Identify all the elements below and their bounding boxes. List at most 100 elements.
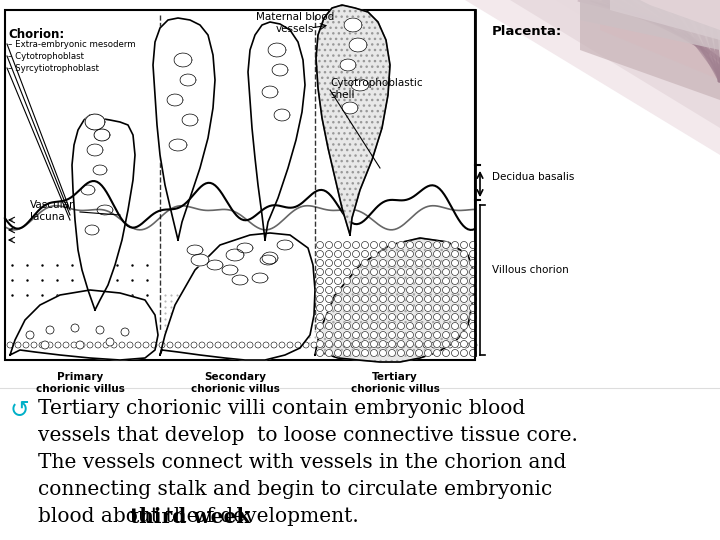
Circle shape — [389, 295, 395, 302]
Circle shape — [325, 278, 333, 285]
Circle shape — [379, 287, 387, 294]
Circle shape — [143, 342, 149, 348]
Circle shape — [425, 295, 431, 302]
Circle shape — [317, 341, 323, 348]
Circle shape — [407, 332, 413, 339]
Polygon shape — [94, 129, 110, 141]
Circle shape — [335, 322, 341, 329]
Circle shape — [335, 342, 341, 348]
Circle shape — [407, 268, 413, 275]
Circle shape — [207, 342, 213, 348]
Circle shape — [317, 295, 323, 302]
Circle shape — [353, 332, 359, 339]
Circle shape — [26, 331, 34, 339]
Circle shape — [397, 314, 405, 321]
Circle shape — [415, 260, 423, 267]
Circle shape — [443, 305, 449, 312]
Circle shape — [317, 278, 323, 285]
Circle shape — [353, 305, 359, 312]
Circle shape — [371, 260, 377, 267]
Circle shape — [433, 349, 441, 356]
Circle shape — [361, 349, 369, 356]
Circle shape — [353, 349, 359, 356]
Circle shape — [443, 260, 449, 267]
Circle shape — [215, 342, 221, 348]
Circle shape — [343, 251, 351, 258]
Polygon shape — [207, 260, 223, 270]
Polygon shape — [169, 139, 187, 151]
Circle shape — [469, 278, 477, 285]
Circle shape — [325, 341, 333, 348]
Circle shape — [325, 268, 333, 275]
Circle shape — [469, 322, 477, 329]
Circle shape — [353, 260, 359, 267]
Circle shape — [461, 305, 467, 312]
Circle shape — [335, 278, 341, 285]
Circle shape — [361, 341, 369, 348]
Circle shape — [433, 268, 441, 275]
Circle shape — [76, 341, 84, 349]
Circle shape — [397, 295, 405, 302]
Circle shape — [361, 305, 369, 312]
Text: connecting stalk and begin to circulate embryonic: connecting stalk and begin to circulate … — [38, 480, 552, 499]
Circle shape — [407, 278, 413, 285]
Circle shape — [433, 332, 441, 339]
Circle shape — [371, 278, 377, 285]
Circle shape — [451, 341, 459, 348]
Circle shape — [343, 342, 349, 348]
Polygon shape — [690, 0, 720, 20]
Circle shape — [47, 342, 53, 348]
Circle shape — [425, 287, 431, 294]
Circle shape — [389, 268, 395, 275]
Circle shape — [469, 241, 477, 248]
Polygon shape — [610, 0, 720, 40]
Circle shape — [361, 251, 369, 258]
Circle shape — [461, 241, 467, 248]
Circle shape — [397, 268, 405, 275]
Circle shape — [151, 342, 157, 348]
Circle shape — [325, 251, 333, 258]
Circle shape — [423, 342, 429, 348]
Circle shape — [415, 342, 421, 348]
Text: – Extra-embryonic mesoderm: – Extra-embryonic mesoderm — [8, 40, 135, 49]
Circle shape — [361, 268, 369, 275]
Circle shape — [199, 342, 205, 348]
Text: Chorion:: Chorion: — [8, 28, 64, 41]
Circle shape — [317, 251, 323, 258]
Circle shape — [325, 349, 333, 356]
Circle shape — [343, 268, 351, 275]
Circle shape — [379, 341, 387, 348]
Polygon shape — [274, 109, 290, 121]
Circle shape — [407, 322, 413, 329]
Circle shape — [389, 314, 395, 321]
Polygon shape — [93, 165, 107, 175]
Circle shape — [391, 342, 397, 348]
Circle shape — [443, 314, 449, 321]
Circle shape — [371, 314, 377, 321]
Circle shape — [87, 342, 93, 348]
Text: third week: third week — [130, 507, 251, 527]
Circle shape — [71, 324, 79, 332]
Polygon shape — [174, 53, 192, 67]
Text: of development.: of development. — [188, 507, 359, 526]
Circle shape — [353, 341, 359, 348]
Polygon shape — [645, 0, 720, 47]
Circle shape — [343, 322, 351, 329]
Circle shape — [389, 341, 395, 348]
Text: Placenta:: Placenta: — [492, 25, 562, 38]
Circle shape — [397, 287, 405, 294]
Circle shape — [325, 260, 333, 267]
Circle shape — [469, 268, 477, 275]
Circle shape — [231, 342, 237, 348]
Circle shape — [361, 241, 369, 248]
Circle shape — [271, 342, 277, 348]
Circle shape — [433, 241, 441, 248]
Circle shape — [63, 342, 69, 348]
Circle shape — [239, 342, 245, 348]
Polygon shape — [72, 115, 135, 310]
Circle shape — [371, 305, 377, 312]
Circle shape — [461, 332, 467, 339]
Circle shape — [389, 349, 395, 356]
Text: Maternal blood
vessels: Maternal blood vessels — [256, 12, 334, 33]
Circle shape — [451, 322, 459, 329]
